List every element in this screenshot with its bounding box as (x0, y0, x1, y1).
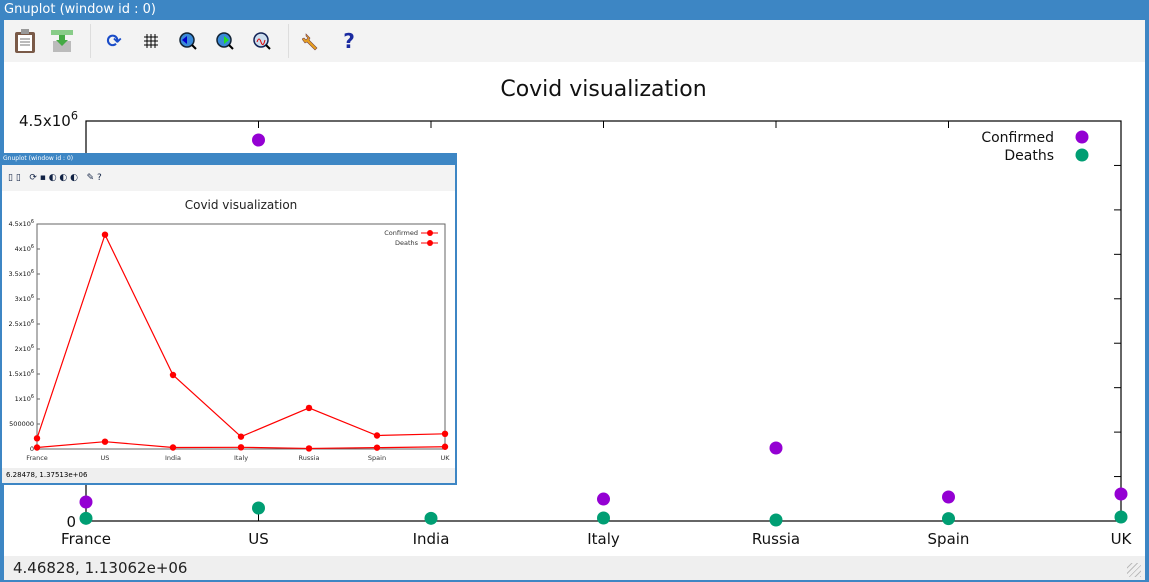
inset-point-confirmed (169, 371, 177, 379)
inset-y-tick-label: 3x106 (15, 294, 34, 303)
inset-x-tick-label: UK (440, 454, 450, 462)
settings-wrench-icon[interactable] (299, 28, 325, 54)
resize-grip[interactable] (1127, 563, 1141, 577)
y-tick-label: 0 (66, 513, 76, 531)
zoom-next-icon[interactable] (212, 28, 238, 54)
inset-point-deaths (305, 445, 313, 452)
data-point-deaths (597, 511, 610, 525)
window-title: Gnuplot (window id : 0) (0, 0, 1149, 20)
inset-x-tick-label: India (165, 454, 181, 462)
inset-y-tick-label: 0 (30, 445, 34, 453)
data-point-confirmed (769, 441, 783, 455)
inset-point-deaths (237, 444, 245, 451)
autoscale-icon[interactable] (249, 28, 275, 54)
inset-y-tick-label: 2x106 (15, 344, 34, 353)
inset-y-tick-label: 4x106 (15, 244, 34, 253)
inset-point-confirmed (101, 231, 109, 238)
inset-legend-label: Confirmed (384, 229, 418, 237)
inset-chart: Covid visualization 0 500000 1x106 1.5x106 2x… (8, 198, 450, 462)
inset-point-deaths (441, 443, 449, 450)
data-point-deaths (1114, 510, 1128, 524)
x-tick-label: UK (1111, 530, 1133, 548)
inset-point-deaths (101, 438, 109, 445)
inset-point-deaths (373, 444, 381, 451)
chart-title: Covid visualization (500, 77, 706, 102)
data-point-deaths (79, 511, 93, 525)
inset-y-tick-label: 2.5x106 (8, 319, 34, 328)
inset-y-tick-label: 4.5x106 (8, 219, 34, 228)
data-point-confirmed (252, 133, 265, 147)
cursor-coordinates: 4.46828, 1.13062e+06 (13, 559, 188, 577)
inset-x-tick-label: Russia (299, 454, 320, 462)
data-point-confirmed (942, 490, 955, 504)
data-point-deaths (769, 513, 783, 527)
inset-plot-border (36, 223, 446, 450)
y-tick-label: 4.5x106 (19, 109, 78, 130)
inset-y-tick-label: 1x106 (15, 394, 34, 403)
inset-line-confirmed (36, 233, 446, 439)
data-point-confirmed (597, 492, 610, 506)
x-tick-label: US (248, 530, 269, 548)
data-point-deaths (424, 511, 438, 525)
inset-y-tick-label: 1.5x106 (8, 369, 34, 378)
inset-point-confirmed (237, 433, 245, 440)
data-point-deaths (252, 501, 265, 515)
legend-label: Deaths (1004, 148, 1054, 164)
zoom-previous-icon[interactable] (175, 28, 201, 54)
inset-title: Gnuplot (window id : 0) (3, 155, 74, 162)
inset-legend-marker (427, 240, 433, 246)
data-point-deaths (942, 512, 955, 526)
legend-marker (1075, 130, 1089, 144)
inset-legend-marker (427, 230, 433, 236)
inset-toolbar: ▯ ▯ ⟳ ▪ ◐ ◐ ◐ ✎ ? (2, 165, 455, 191)
inset-x-tick-label: US (101, 454, 110, 462)
inset-status: 6.28478, 1.37513e+06 (2, 468, 455, 483)
inset-x-tick-label: France (26, 454, 48, 462)
inset-point-confirmed (373, 432, 381, 439)
inset-point-deaths (169, 444, 177, 451)
data-point-confirmed (79, 495, 93, 509)
inset-point-confirmed (441, 430, 449, 437)
x-tick-label: Russia (752, 530, 800, 548)
help-icon[interactable]: ? (343, 29, 355, 53)
export-icon[interactable] (49, 28, 75, 54)
x-tick-label: Italy (587, 530, 620, 548)
inset-point-confirmed (305, 404, 313, 412)
inset-screenshot: Gnuplot (window id : 0) ▯ ▯ ⟳ ▪ ◐ ◐ ◐ ✎ … (0, 153, 457, 485)
inset-legend-label: Deaths (395, 239, 419, 247)
legend-label: Confirmed (981, 130, 1054, 146)
status-bar: 4.46828, 1.13062e+06 (4, 556, 1145, 580)
inset-y-tick-label: 500000 (9, 420, 34, 428)
toolbar-separator (288, 24, 289, 58)
inset-x-tick-label: Spain (368, 454, 386, 462)
x-tick-label: France (61, 530, 111, 548)
inset-y-tick-label: 3.5x106 (8, 269, 34, 278)
clipboard-icon[interactable] (12, 28, 38, 54)
grid-icon[interactable] (138, 28, 164, 54)
toolbar-separator (90, 24, 91, 58)
inset-chart-title: Covid visualization (185, 198, 298, 212)
inset-point-confirmed (33, 435, 41, 442)
replot-icon[interactable]: ⟳ (106, 30, 122, 52)
legend-marker (1075, 148, 1089, 162)
toolbar: ⟳ ? (4, 20, 1145, 62)
x-tick-label: India (413, 530, 450, 548)
data-point-confirmed (1114, 487, 1128, 501)
x-tick-label: Spain (928, 530, 970, 548)
inset-point-deaths (33, 444, 41, 451)
inset-x-tick-label: Italy (234, 454, 248, 462)
